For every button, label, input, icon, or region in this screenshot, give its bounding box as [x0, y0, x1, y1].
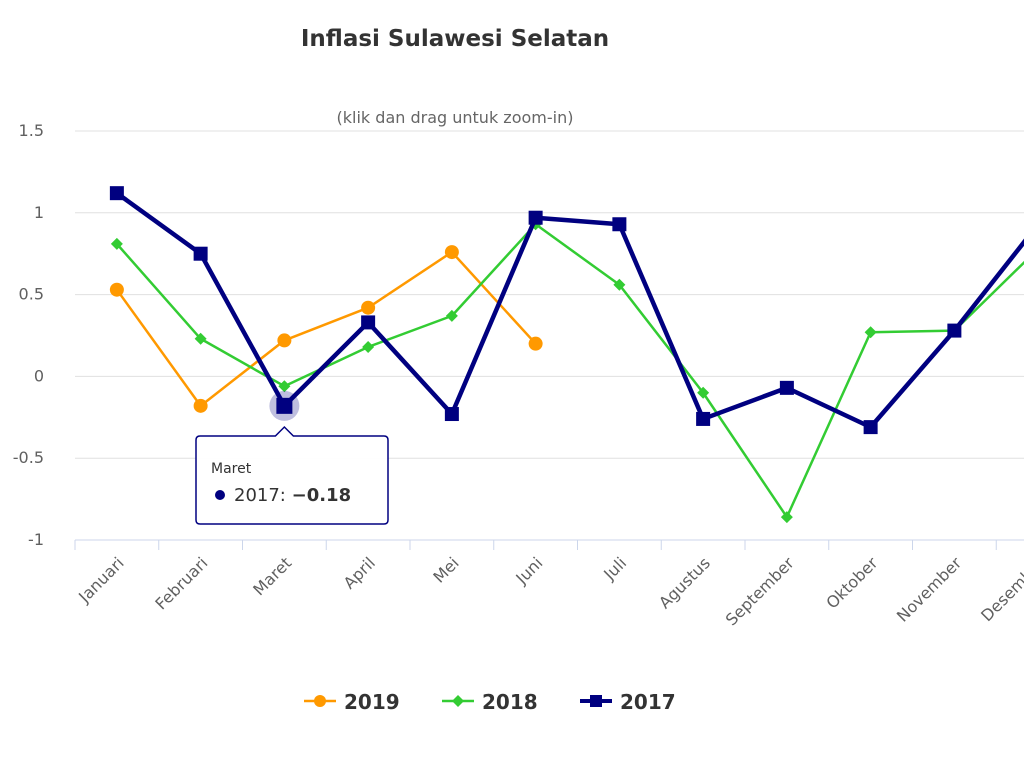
data-point-2018[interactable] [362, 340, 375, 353]
legend-item-2019[interactable]: 2019 [304, 690, 400, 714]
x-tick-label: Juni [511, 553, 546, 588]
data-point-2018[interactable] [445, 309, 458, 322]
data-point-2018[interactable] [697, 386, 710, 399]
data-point-2018[interactable] [278, 380, 291, 393]
tooltip-line: 2017: −0.18 [234, 485, 351, 506]
x-tick-label: November [893, 553, 966, 626]
x-tick-label: September [722, 553, 798, 629]
data-point-2019[interactable] [528, 336, 543, 351]
x-axis: Januari Februari Maret April Mei Juni Juli Agus… [74, 539, 1024, 629]
x-tick-label: Desember [977, 553, 1024, 625]
data-point-2017[interactable] [947, 323, 962, 338]
series-line-2017 [115, 191, 1024, 430]
tooltip-series-dot [215, 490, 225, 500]
x-tick-label: Agustus [655, 553, 714, 612]
x-tick-label: Februari [151, 553, 211, 613]
tooltip: Maret 2017: −0.18 [195, 390, 389, 525]
data-point-2017[interactable] [612, 217, 627, 232]
data-point-2017[interactable] [361, 315, 376, 330]
data-point-2018[interactable] [613, 278, 626, 291]
data-point-2017[interactable] [193, 246, 208, 261]
data-point-2019[interactable] [277, 333, 292, 348]
data-point-2019[interactable] [109, 282, 124, 297]
series-2019[interactable] [109, 245, 543, 413]
data-point-2019[interactable] [444, 245, 459, 260]
legend[interactable]: 2019 2018 2017 [304, 690, 676, 714]
tooltip-series-label: 2017: [234, 485, 292, 506]
legend-item-2018[interactable]: 2018 [442, 690, 538, 714]
chart-subtitle: (klik dan drag untuk zoom-in) [337, 108, 574, 127]
y-tick-label: 1 [34, 203, 44, 222]
legend-marker-icon [452, 695, 464, 707]
legend-label: 2019 [344, 690, 400, 714]
y-tick-label: 1.5 [19, 121, 44, 140]
legend-marker-icon [590, 695, 602, 707]
y-tick-label: -0.5 [13, 448, 44, 467]
legend-item-2017[interactable]: 2017 [580, 690, 676, 714]
data-point-2019[interactable] [361, 300, 376, 315]
y-tick-label: -1 [28, 530, 44, 549]
legend-label: 2018 [482, 690, 538, 714]
tooltip-category: Maret [211, 461, 252, 477]
x-tick-label: Oktober [822, 553, 881, 612]
series-2017[interactable] [109, 186, 1024, 435]
x-tick-label: Juli [599, 553, 630, 584]
data-point-2017[interactable] [863, 420, 878, 435]
chart-title: Inflasi Sulawesi Selatan [301, 26, 609, 52]
x-tick-label: Januari [74, 553, 127, 606]
data-point-2017[interactable] [444, 407, 459, 422]
y-tick-label: 0 [34, 366, 44, 385]
hovered-point[interactable] [276, 397, 293, 414]
x-tick-label: Maret [249, 553, 295, 599]
x-tick-label: Mei [429, 553, 462, 586]
data-point-2017[interactable] [779, 380, 794, 395]
tooltip-value: −0.18 [292, 485, 352, 506]
data-point-2017[interactable] [528, 210, 543, 225]
tooltip-box [195, 425, 389, 525]
data-point-2019[interactable] [193, 398, 208, 413]
series-layer[interactable] [109, 186, 1024, 524]
data-point-2018[interactable] [194, 332, 207, 345]
data-point-2017[interactable] [696, 411, 711, 426]
legend-label: 2017 [620, 690, 676, 714]
y-tick-label: 0.5 [19, 285, 44, 304]
y-axis-ticks: 1.5 1 0.5 0 -0.5 -1 [13, 121, 44, 549]
data-point-2018[interactable] [110, 237, 123, 250]
data-point-2018[interactable] [780, 511, 793, 524]
grid-lines [75, 130, 1024, 459]
legend-marker-icon [314, 695, 326, 707]
series-line-2019 [115, 250, 537, 408]
x-tick-label: April [340, 553, 379, 592]
data-point-2018[interactable] [864, 326, 877, 339]
data-point-2017[interactable] [109, 186, 124, 201]
